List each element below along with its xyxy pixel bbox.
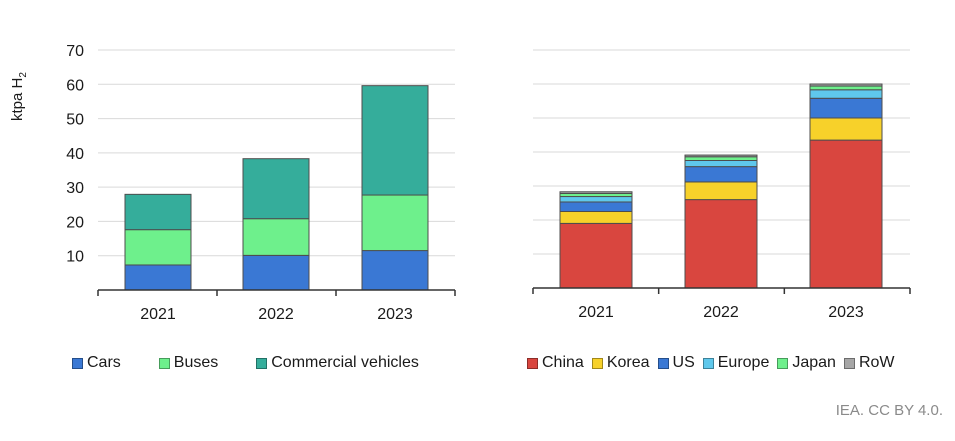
bar-segment-us [684,166,758,183]
x-tick-label: 2023 [377,306,413,323]
x-tick-label: 2023 [828,304,864,321]
y-tick-label: 40 [66,146,84,163]
legend-item-japan: Japan [777,354,836,372]
y-tick-label: 50 [66,112,84,129]
legend-left: Cars Buses Commercial vehicles [72,354,429,372]
legend-label: US [672,354,695,371]
legend-swatch [657,357,669,369]
y-axis-label: ktpa H2 [9,72,29,121]
credit-text: IEA. CC BY 4.0. [835,402,943,419]
y-tick-label: 20 [66,214,84,231]
bar-segment-china [559,222,633,289]
legend-swatch [843,357,855,369]
legend-label: Europe [717,354,770,371]
bar-segment-cars [361,250,429,291]
legend-label: China [542,354,584,371]
bar-segment-korea [809,117,883,141]
bar-segment-europe [559,196,633,203]
legend-swatch [702,357,714,369]
legend-label: RoW [858,354,895,371]
bar-segment-europe [809,89,883,99]
bar-segment-commercial-vehicles [242,158,310,220]
bar-segment-china [809,139,883,289]
bar-segment-row [684,154,758,158]
legend-label: Buses [173,354,219,371]
bar-segment-japan [684,156,758,161]
bar-segment-row [559,191,633,194]
bar-segment-commercial-vehicles [361,85,429,196]
y-tick-label: 70 [66,43,84,60]
y-tick-label: 30 [66,180,84,197]
legend-swatch [158,357,170,369]
y-tick-label: 60 [66,77,84,94]
bar-segment-row [809,83,883,87]
bar-segment-buses [361,194,429,252]
legend-right: China Korea US Europe Japan RoW [527,354,903,372]
legend-swatch [591,357,603,369]
legend-item-korea: Korea [591,354,650,372]
bar-segment-buses [124,229,192,266]
bar-segment-us [809,97,883,119]
legend-label: Commercial vehicles [271,354,419,371]
x-tick-label: 2022 [258,306,294,323]
bar-segment-cars [124,264,192,291]
bar-segment-buses [242,218,310,256]
bar-segment-cars [242,254,310,291]
legend-swatch [72,357,83,369]
bar-segment-us [559,201,633,212]
chart-left: 10 20 30 40 50 60 70 ktpa H2 2021 2022 2023 [9,43,456,323]
legend-swatch [527,357,538,369]
legend-label: Japan [792,354,836,371]
legend-label: Korea [606,354,650,371]
bar-segment-korea [559,211,633,224]
legend-item-row: RoW [843,354,895,372]
bar-segment-korea [684,181,758,201]
bar-segment-japan [809,85,883,91]
x-tick-label: 2021 [140,306,176,323]
chart-right: 2021 2022 2023 [532,49,911,321]
legend-item-us: US [657,354,695,372]
legend-item-cars: Cars [72,354,121,372]
bar-segment-europe [684,160,758,168]
legend-label: Cars [87,354,121,371]
legend-item-europe: Europe [702,354,770,372]
legend-swatch [256,357,268,369]
legend-item-china: China [527,354,584,372]
legend-swatch [777,357,789,369]
legend-item-buses: Buses [158,354,219,372]
x-tick-label: 2022 [703,304,739,321]
x-tick-label: 2021 [578,304,614,321]
y-tick-label: 10 [66,249,84,266]
legend-item-commercial-vehicles: Commercial vehicles [256,354,419,372]
bar-segment-china [684,199,758,289]
bar-segment-commercial-vehicles [124,193,192,231]
